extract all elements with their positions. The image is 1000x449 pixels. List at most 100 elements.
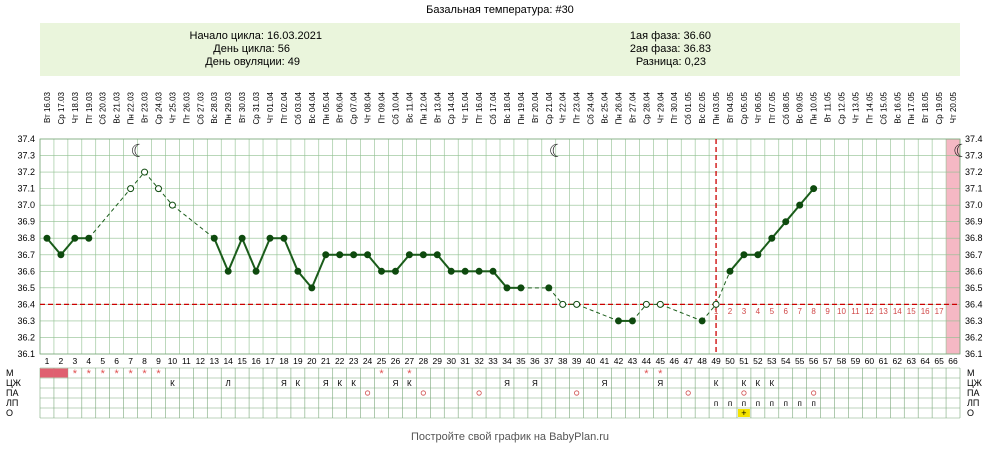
star-mark: * (142, 368, 147, 380)
date-label: Чт 13.05 (851, 91, 860, 123)
date-label: Вт 30.03 (238, 91, 247, 123)
cervical-mucus-mark: К (337, 379, 342, 388)
y-tick-label-right: 37.4 (965, 134, 983, 144)
cycle-day-label: 32 (474, 356, 484, 366)
series-segment (241, 237, 257, 272)
y-tick-label-left: 36.3 (17, 316, 35, 326)
phase2-avg: 2ая фаза: 36.83 (630, 43, 711, 55)
luteal-day-label: 6 (784, 307, 789, 316)
data-point (573, 300, 581, 308)
data-point (224, 267, 232, 275)
cervical-mucus-mark: Я (532, 379, 538, 388)
series-segment (632, 304, 647, 322)
date-label: Пн 03.05 (712, 91, 721, 124)
date-label: Пн 10.05 (810, 91, 819, 124)
ovulation-day: День овуляции: 49 (205, 56, 300, 68)
y-tick-label-right: 37.3 (965, 151, 983, 161)
cycle-day-label: 40 (586, 356, 596, 366)
date-label: Сб 20.03 (99, 91, 108, 124)
data-point (364, 251, 372, 259)
data-point (433, 251, 441, 259)
cycle-day-label: 24 (363, 356, 373, 366)
series-segment (715, 271, 731, 305)
info-panel: Начало цикла: 16.03.2021 День цикла: 56 … (40, 23, 960, 76)
cycle-day-label: 43 (628, 356, 638, 366)
cycle-day-label: 8 (142, 356, 147, 366)
y-tick-label-left: 37.4 (17, 134, 35, 144)
lp-mark: п (798, 399, 802, 408)
series-segment (172, 204, 215, 239)
y-tick-label-left: 36.1 (17, 349, 35, 359)
lp-mark: п (770, 399, 774, 408)
date-label: Вт 13.04 (433, 91, 442, 123)
cervical-mucus-mark: К (351, 379, 356, 388)
y-tick-label-left: 37.2 (17, 167, 35, 177)
date-label: Пт 30.04 (670, 91, 679, 123)
y-tick-label-right: 36.8 (965, 233, 983, 243)
cycle-day-label: 5 (100, 356, 105, 366)
series-segment (255, 237, 271, 272)
moon-icon: ☾ (131, 141, 147, 161)
date-label: Сб 17.04 (489, 91, 498, 124)
test-positive-cell (737, 409, 750, 417)
cycle-day-label: 64 (920, 356, 930, 366)
cycle-day-label: 30 (446, 356, 456, 366)
footer-link[interactable]: Постройте свой график на BabyPlan.ru (411, 431, 609, 443)
data-point (628, 317, 636, 325)
cycle-day-label: 20 (307, 356, 317, 366)
y-tick-label-right: 36.5 (965, 283, 983, 293)
data-point (768, 234, 776, 242)
date-label: Чт 20.05 (949, 91, 958, 123)
cervical-mucus-mark: К (296, 379, 301, 388)
y-tick-label-right: 37.2 (965, 167, 983, 177)
cycle-day-label: 16 (251, 356, 261, 366)
data-point (796, 201, 804, 209)
cycle-day-label: 54 (781, 356, 791, 366)
date-label: Чт 25.03 (168, 91, 177, 123)
y-tick-label-left: 37.3 (17, 151, 35, 161)
data-point (71, 234, 79, 242)
data-point (350, 251, 358, 259)
cycle-day-label: 14 (223, 356, 233, 366)
star-mark: * (658, 368, 663, 380)
series-segment (227, 237, 244, 272)
date-header: Вт 16.03 Ср 17.03 Чт 18.03 Пт 19.03 Сб 20.03… (43, 91, 958, 124)
series-segment (798, 187, 815, 206)
series-segment (729, 254, 745, 272)
row-label-right: ЦЖ (967, 378, 983, 388)
star-mark: * (407, 368, 412, 380)
plot-grid: ☾ ☾ ☾ (39, 138, 969, 355)
date-label: Пн 22.03 (127, 91, 136, 124)
data-point (391, 267, 399, 275)
cycle-day-label: 56 (809, 356, 819, 366)
cycle-day-label: 13 (210, 356, 220, 366)
data-point (559, 300, 567, 308)
y-tick-label-right: 36.4 (965, 299, 983, 309)
cycle-day-label: 41 (600, 356, 610, 366)
data-point (503, 284, 511, 292)
date-label: Вс 09.05 (796, 91, 805, 123)
coverline-layer (40, 139, 960, 354)
luteal-day-label: 5 (770, 307, 775, 316)
cycle-day-label: 27 (405, 356, 415, 366)
info-panel-bg (40, 23, 960, 76)
row-label-left: О (6, 408, 13, 418)
cervical-mucus-mark: К (769, 379, 774, 388)
phase-difference: Разница: 0,23 (636, 56, 706, 68)
cervical-mucus-mark: Я (281, 379, 287, 388)
date-label: Сб 24.04 (587, 91, 596, 124)
y-tick-label-left: 37.1 (17, 184, 35, 194)
intercourse-mark (685, 390, 691, 396)
series-segment (130, 171, 145, 189)
row-label-left: ЦЖ (6, 378, 22, 388)
cycle-day-label: 29 (433, 356, 443, 366)
y-tick-label-left: 36.4 (17, 299, 35, 309)
cervical-mucus-mark: К (756, 379, 761, 388)
cycle-day-label: 42 (614, 356, 624, 366)
moon-icon: ☾ (549, 141, 565, 161)
cycle-day-label: 2 (59, 356, 64, 366)
lp-mark: п (811, 399, 815, 408)
date-label: Сб 03.04 (294, 91, 303, 124)
data-point (419, 251, 427, 259)
